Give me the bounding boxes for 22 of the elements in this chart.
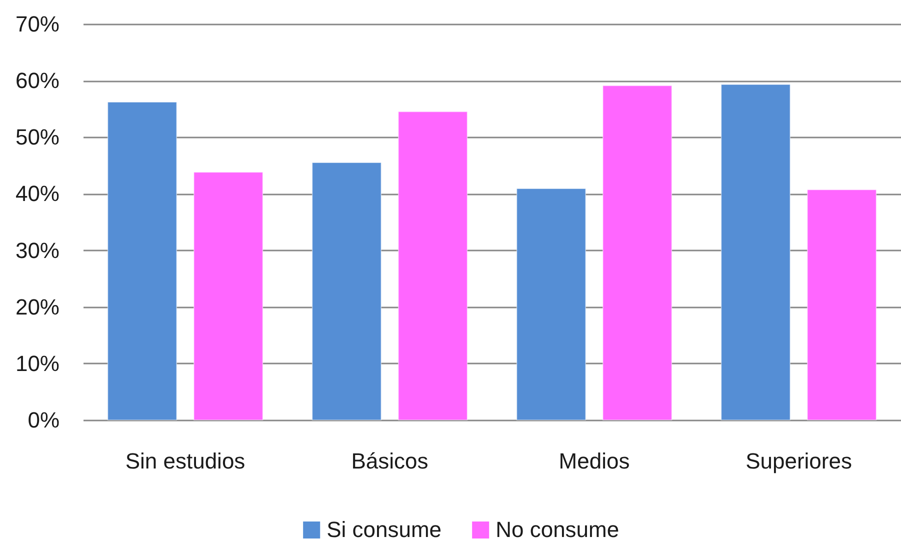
y-tick-label: 70%: [15, 12, 60, 36]
y-tick-label: 20%: [15, 294, 60, 320]
y-tick-label: 30%: [15, 238, 60, 263]
bar: [398, 111, 468, 420]
bar: [193, 172, 264, 420]
x-tick-label: Sin estudios: [125, 448, 246, 474]
y-tick-label: 60%: [15, 68, 60, 94]
legend-label: Si consume: [326, 517, 442, 540]
x-tick-label: Superiores: [746, 448, 852, 474]
y-tick-label: 50%: [15, 124, 60, 150]
x-tick-label: Básicos: [351, 448, 428, 474]
y-tick-label: 0%: [28, 408, 60, 432]
legend-label: No consume: [496, 517, 620, 540]
bar: [312, 162, 382, 420]
bar: [806, 189, 877, 420]
bar: [602, 85, 672, 420]
bar: [107, 102, 178, 420]
y-tick-label: 10%: [15, 350, 60, 376]
x-tick-label: Medios: [558, 448, 630, 474]
bar: [720, 84, 791, 420]
y-tick-label: 40%: [15, 181, 60, 206]
bar: [516, 188, 586, 420]
